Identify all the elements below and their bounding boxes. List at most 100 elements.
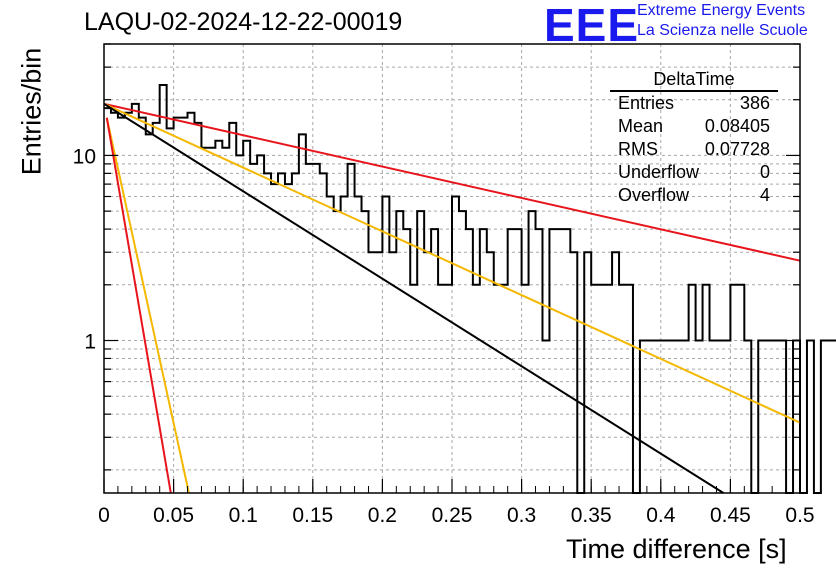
histogram-bin [299,134,306,493]
histogram-bin [271,184,278,493]
histogram-bin [529,211,536,493]
histogram-bin [236,155,243,493]
histogram-bin [522,285,529,493]
fit-line [103,102,801,262]
histogram-bin [424,252,431,493]
histogram-bin [313,164,320,493]
fit-line [105,117,172,494]
histogram-bin [139,118,146,493]
histogram-bin [396,211,403,493]
histogram-bin [341,196,348,493]
histogram-bin [689,285,696,493]
x-tick-label: 0.45 [710,504,751,527]
stats-row: Entries 386 [610,92,778,115]
x-tick-label: 0.1 [229,504,258,527]
logo-line1: Extreme Energy Events [637,2,806,19]
fit-line [103,102,801,424]
histogram-bin [730,285,737,493]
x-tick-label: 0.2 [368,504,397,527]
histogram-bars [104,84,836,494]
fit-line [103,102,724,494]
stats-row: Underflow 0 [610,161,778,184]
histogram-bin [355,196,362,493]
histogram-bin [368,252,375,493]
x-axis-label: Time difference [s] [566,534,787,564]
histogram-bin [459,211,466,493]
histogram-bin [452,196,459,493]
histogram-bin [167,128,174,493]
fit-lines [103,102,801,494]
stats-title: DeltaTime [610,68,778,92]
histogram-bin [828,341,835,493]
histogram-bin [466,229,473,493]
histogram-bin [334,211,341,493]
y-tick-label: 10 [73,145,96,168]
histogram-bin [181,118,188,493]
x-tick-label: 0.15 [292,504,333,527]
histogram-bin [201,148,208,493]
x-tick-label: 0 [98,504,110,527]
histogram-bin [285,184,292,493]
y-axis-label: Entries/bin [16,47,47,176]
stats-value: 0.07728 [704,139,770,159]
y-tick-label: 1 [84,331,96,354]
x-tick-label: 0.25 [432,504,473,527]
histogram-bin [208,148,215,493]
histogram-bin [375,252,382,493]
stats-label: Overflow [618,185,690,205]
stats-label: RMS [618,139,658,159]
histogram-bin [821,341,828,493]
stats-row: RMS 0.07728 [610,138,778,161]
histogram-bin [292,173,299,493]
histogram-bin [431,229,438,493]
stats-label: Mean [618,116,664,136]
histogram-bin [320,173,327,493]
histogram-bin [410,285,417,493]
histogram-bin [501,285,508,493]
histogram-bin [278,173,285,493]
histogram-bin [473,285,480,493]
histogram-bin [703,285,710,493]
histogram-bin [591,285,598,493]
histogram-bin [584,252,591,493]
x-tick-label: 0.3 [507,504,536,527]
x-tick-label: 0.5 [785,504,814,527]
histogram-bin [111,113,118,493]
histogram-bin [494,285,501,493]
stats-box: DeltaTime Entries 386 Mean 0.08405 RMS 0.07… [610,68,778,207]
histogram-bin [348,164,355,493]
histogram-bin [515,229,522,493]
stats-value: 0.08405 [704,116,770,136]
stats-row: Overflow 4 [610,184,778,207]
histogram-bin [257,155,264,493]
fit-line [105,117,190,494]
histogram-bin [362,211,369,493]
histogram-bin [563,229,570,493]
histogram-bin [556,229,563,493]
histogram-bin [306,164,313,493]
histogram-bin [807,341,814,493]
histogram-bin [570,252,577,493]
histogram-bin [382,196,389,493]
histogram-bin [403,229,410,493]
axis-ticks: 0 0.05 0.1 0.15 0.2 0.25 0.3 0.35 0.4 0.45 0.5 1 10 [73,43,815,527]
stats-value: 4 [759,185,770,205]
x-tick-label: 0.05 [153,504,194,527]
chart-title: LAQU-02-2024-12-22-00019 [84,8,403,36]
histogram-bin [536,229,543,493]
histogram-bin [626,285,633,493]
histogram-bin [417,211,424,493]
histogram-bin [250,164,257,493]
histogram-bin [188,113,195,493]
x-tick-label: 0.4 [646,504,676,527]
histogram-bin [598,285,605,493]
histogram-bin [487,252,494,493]
stats-label: Entries [618,93,675,113]
histogram-bin [619,285,626,493]
histogram-bin [104,108,111,493]
histogram-bin [480,229,487,493]
histogram-bin [389,252,396,493]
histogram-bin [125,113,132,493]
stats-value: 0 [759,162,770,182]
